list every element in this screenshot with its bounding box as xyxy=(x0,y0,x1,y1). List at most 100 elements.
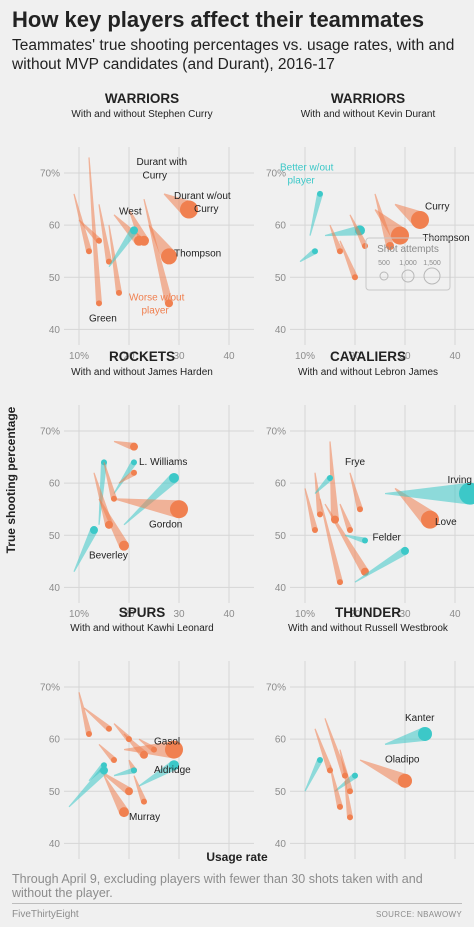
legend-size-label: 1,500 xyxy=(423,260,441,267)
y-tick-label: 60 xyxy=(275,221,287,232)
player-without-dot xyxy=(398,773,412,788)
x-tick-label: 10% xyxy=(295,609,315,620)
legend-size-label: 1,000 xyxy=(399,260,417,267)
player-change-line xyxy=(103,462,117,500)
player-without-dot xyxy=(119,807,129,818)
player-without-dot xyxy=(312,527,318,534)
x-tick-label: 40 xyxy=(449,609,461,620)
player-label: player xyxy=(142,306,170,317)
player-change-line xyxy=(113,214,143,245)
panel-title: CAVALIERS xyxy=(330,349,406,364)
player-without-dot xyxy=(418,726,432,741)
panel-subtitle: With and without Lebron James xyxy=(298,367,438,378)
player-change-line xyxy=(349,472,363,511)
player-change-line xyxy=(329,765,343,808)
y-tick-label: 60 xyxy=(49,735,61,746)
player-label: West xyxy=(119,207,142,218)
player-without-dot xyxy=(125,787,133,796)
player-change-line xyxy=(359,759,408,788)
player-without-dot xyxy=(362,537,368,544)
player-change-line xyxy=(385,482,470,505)
x-tick-label: 40 xyxy=(223,609,235,620)
player-change-line xyxy=(344,780,353,818)
player-label: Green xyxy=(89,314,117,325)
player-change-line xyxy=(324,503,369,574)
player-label: Worse w/out xyxy=(129,293,185,304)
chart-title: How key players affect their teammates xyxy=(12,7,425,32)
player-without-dot xyxy=(101,762,107,769)
y-tick-label: 60 xyxy=(275,479,287,490)
y-tick-label: 70% xyxy=(266,169,286,180)
x-tick-label: 10% xyxy=(295,351,315,362)
y-tick-label: 50 xyxy=(275,531,287,542)
player-change-line xyxy=(339,240,358,279)
x-tick-label: 20 xyxy=(349,609,361,620)
player-change-line xyxy=(98,769,132,795)
y-tick-label: 60 xyxy=(49,221,61,232)
x-tick-label: 30 xyxy=(399,351,411,362)
player-change-line xyxy=(354,547,408,583)
x-tick-label: 30 xyxy=(173,609,185,620)
legend-title: Shot attempts xyxy=(377,244,439,255)
player-change-line xyxy=(108,228,138,268)
player-without-dot xyxy=(131,469,137,476)
player-label: Kanter xyxy=(405,713,435,724)
player-without-dot xyxy=(386,242,394,250)
brand-logo-text: FiveThirtyEight xyxy=(12,909,79,920)
player-without-dot xyxy=(352,772,358,779)
player-without-dot xyxy=(169,472,179,483)
player-without-dot xyxy=(151,746,157,753)
player-change-line xyxy=(98,498,129,549)
player-without-dot xyxy=(337,803,343,810)
y-tick-label: 70% xyxy=(266,683,286,694)
footnote: Through April 9, excluding players with … xyxy=(12,872,423,900)
panel-title: ROCKETS xyxy=(109,349,175,364)
x-tick-label: 10% xyxy=(69,351,89,362)
y-tick-label: 70% xyxy=(40,683,60,694)
player-without-dot xyxy=(130,442,138,451)
y-tick-label: 60 xyxy=(49,479,61,490)
chart-subtitle: Teammates' true shooting percentages vs.… xyxy=(12,37,455,73)
y-tick-label: 50 xyxy=(49,787,61,798)
player-change-line xyxy=(124,740,174,759)
player-label: Frye xyxy=(345,457,365,468)
player-without-dot xyxy=(86,248,92,255)
player-label: Love xyxy=(435,517,457,528)
player-change-line xyxy=(88,763,107,782)
y-tick-label: 60 xyxy=(275,735,287,746)
player-label: Durant w/out xyxy=(174,191,231,202)
player-change-line xyxy=(83,707,111,732)
player-change-line xyxy=(78,219,102,243)
player-change-line xyxy=(133,775,147,803)
player-change-line xyxy=(113,767,135,777)
panel-title: WARRIORS xyxy=(331,91,405,106)
panel-subtitle: With and without Kawhi Leonard xyxy=(70,623,213,634)
player-without-dot xyxy=(317,511,323,518)
player-without-dot xyxy=(119,540,129,551)
player-change-line xyxy=(103,775,129,815)
panel-title: WARRIORS xyxy=(105,91,179,106)
player-without-dot xyxy=(352,274,358,281)
player-label: Gasol xyxy=(154,736,180,747)
y-tick-label: 50 xyxy=(275,273,287,284)
player-without-dot xyxy=(170,500,188,519)
player-without-dot xyxy=(165,299,173,308)
y-tick-label: 50 xyxy=(49,273,61,284)
panel-1: WARRIORS With and without Kevin Durant 10%… xyxy=(266,91,474,362)
panel-0: WARRIORS With and without Stephen Curry 10… xyxy=(40,91,254,362)
player-change-line xyxy=(98,462,107,525)
player-change-line xyxy=(98,743,117,763)
player-label: Murray xyxy=(129,812,160,823)
player-change-line xyxy=(113,440,136,451)
player-without-dot xyxy=(362,243,368,249)
panel-title: THUNDER xyxy=(335,605,401,620)
x-axis-label: Usage rate xyxy=(206,850,268,864)
x-tick-label: 20 xyxy=(349,351,361,362)
player-change-line xyxy=(344,534,366,544)
y-tick-label: 70% xyxy=(266,427,286,438)
player-without-dot xyxy=(131,459,137,466)
player-change-line xyxy=(384,727,427,745)
player-without-dot xyxy=(337,579,343,586)
player-without-dot xyxy=(312,248,318,255)
x-tick-label: 20 xyxy=(123,609,135,620)
